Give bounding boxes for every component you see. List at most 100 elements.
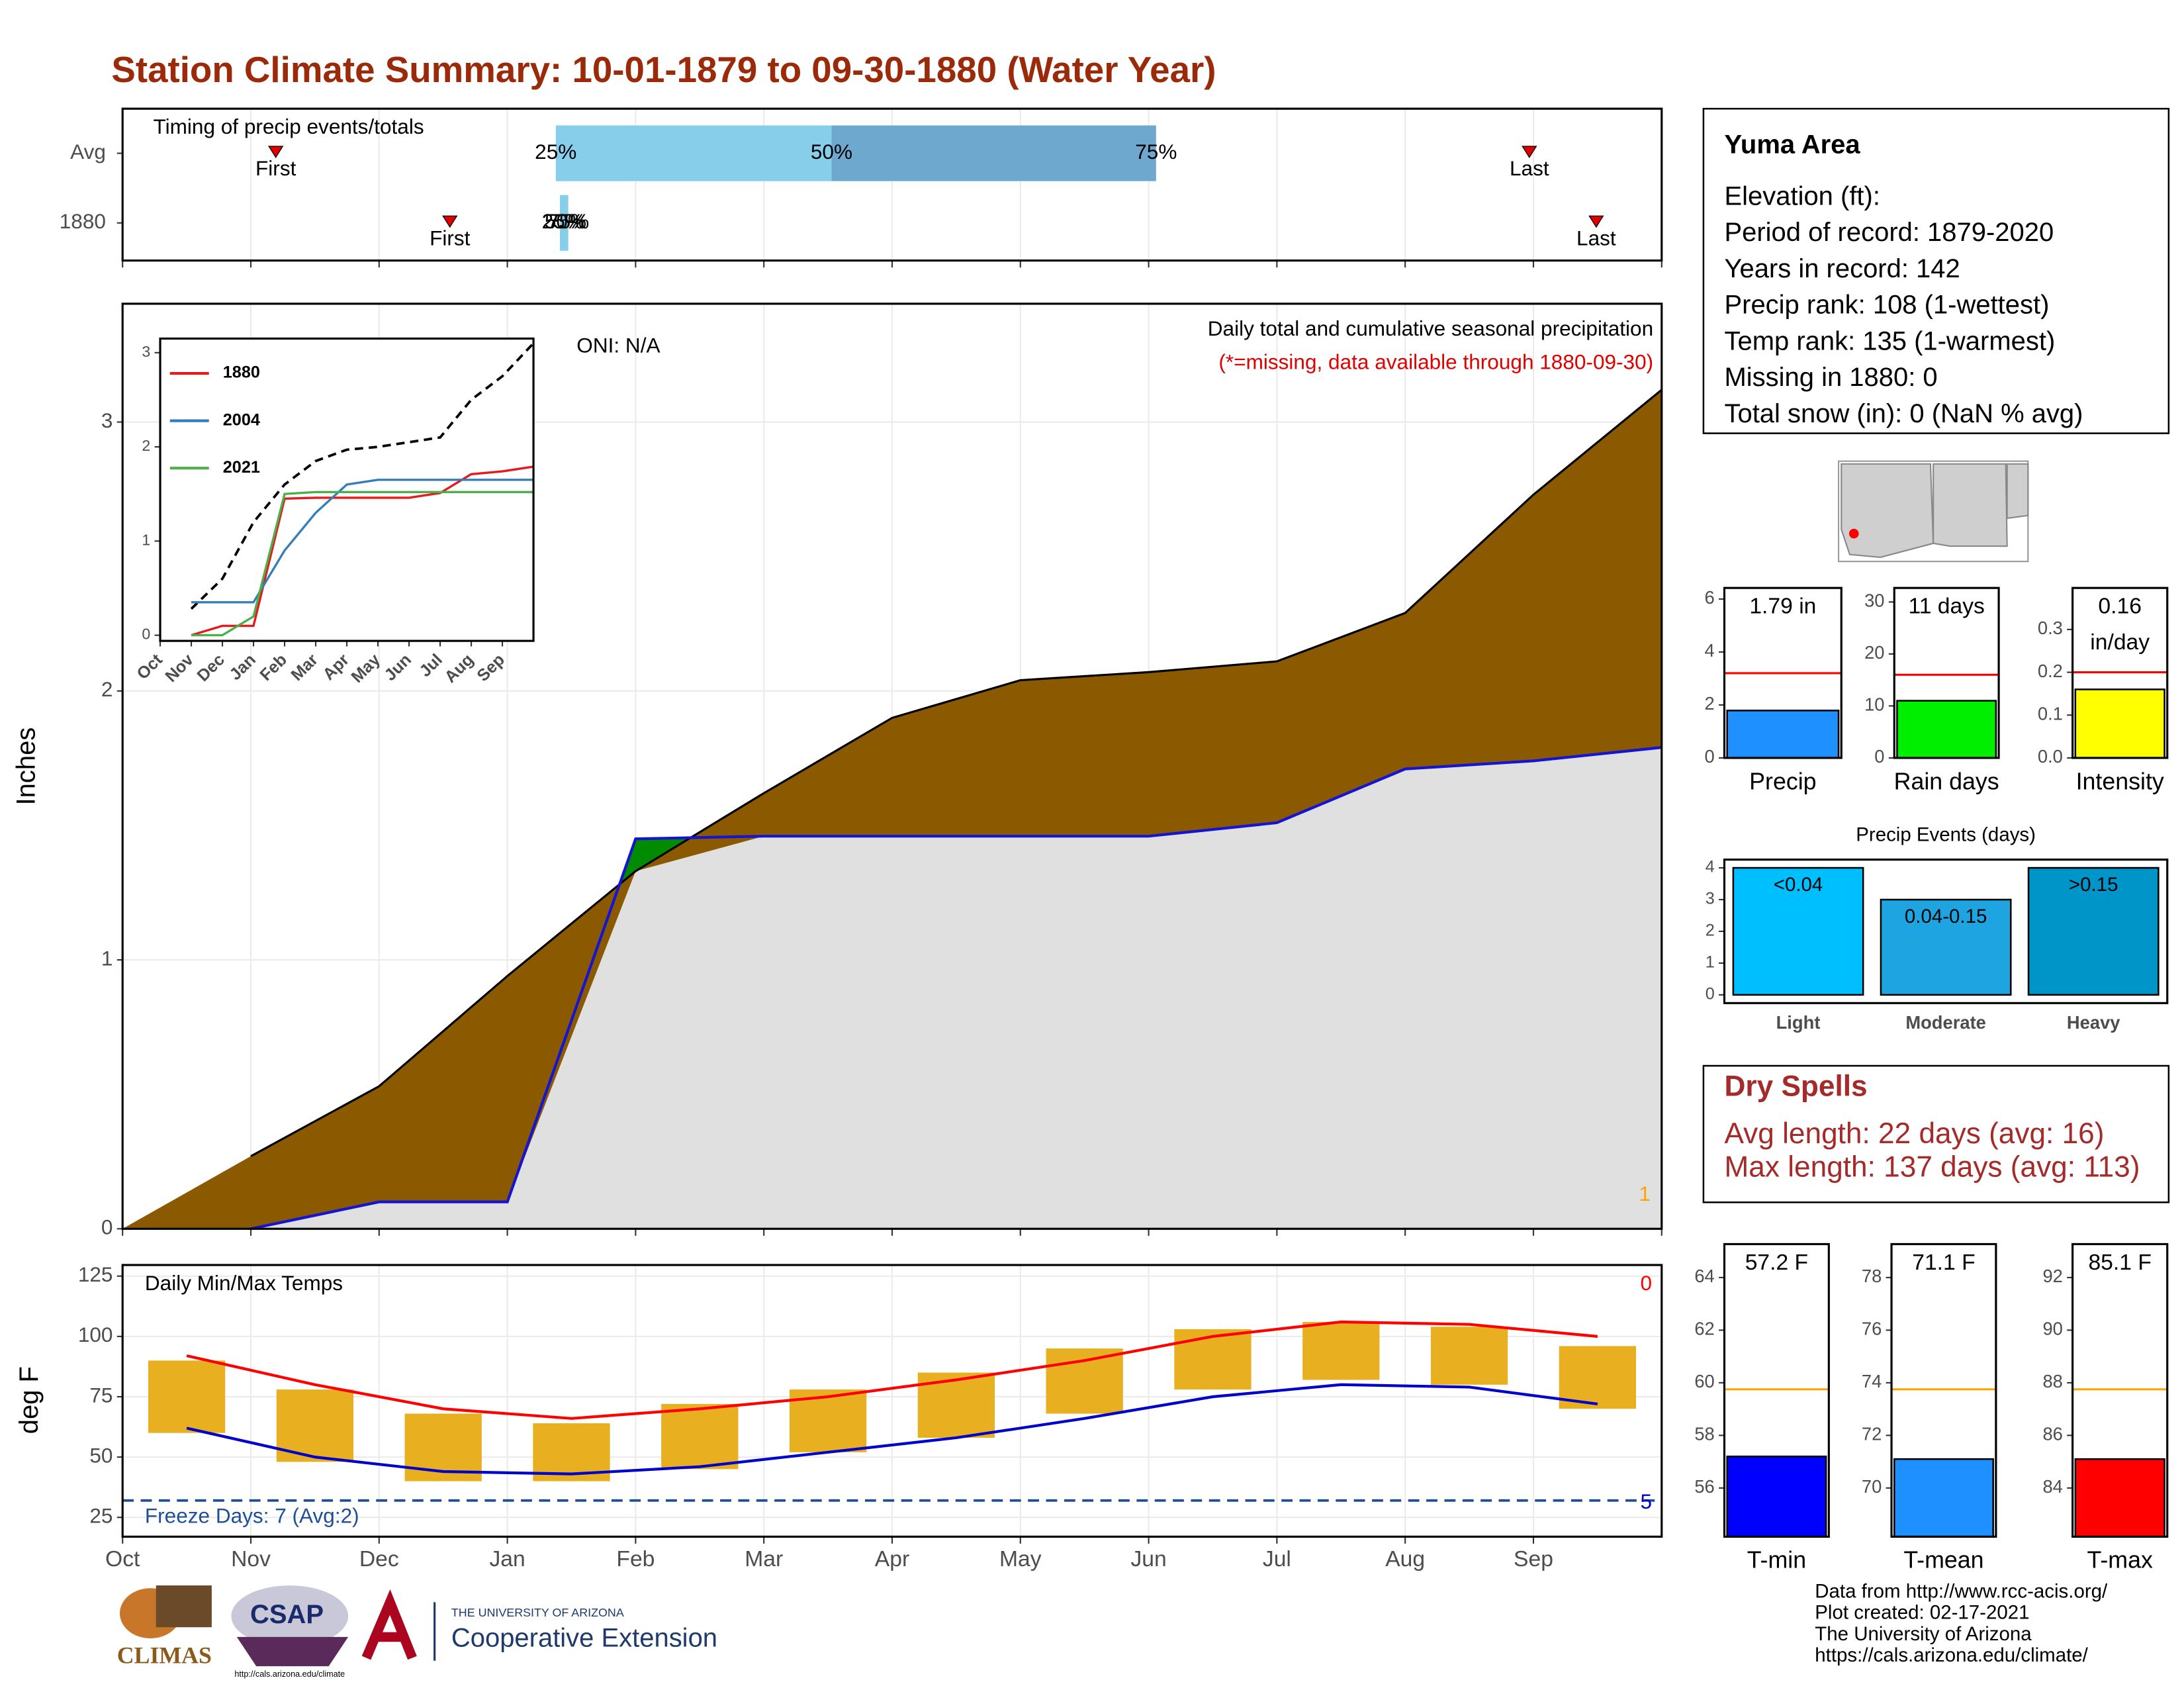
x-tick-label: Jul xyxy=(1263,1547,1291,1571)
percentile-bar xyxy=(831,125,1156,181)
y-tick-label: 1 xyxy=(101,946,113,970)
y-tick-label: 88 xyxy=(2042,1371,2062,1391)
percentile-bar xyxy=(555,125,832,181)
temp-range-bar xyxy=(276,1389,354,1462)
csap-logo xyxy=(231,1585,349,1647)
category-label: T-min xyxy=(1747,1547,1806,1573)
logo-text: CSAP xyxy=(250,1600,324,1629)
plot-frame xyxy=(1723,1243,1830,1538)
info-line: Total snow (in): 0 (NaN % avg) xyxy=(1724,399,2083,428)
x-tick-label: Heavy xyxy=(2067,1012,2120,1033)
category-label: Precip xyxy=(1749,768,1816,794)
info-box xyxy=(1702,107,2170,434)
observed-cumulative-line xyxy=(250,746,1662,1231)
event-marker xyxy=(442,215,458,228)
x-tick-label: Moderate xyxy=(1905,1012,1986,1033)
y-tick-label: 1 xyxy=(142,531,150,548)
x-tick-label: Nov xyxy=(231,1547,271,1571)
value-label: 11 days xyxy=(1908,594,1984,619)
y-tick-label: 0.0 xyxy=(2038,746,2063,767)
logo-text: THE UNIVERSITY OF ARIZONA xyxy=(451,1606,624,1619)
y-tick-label: 62 xyxy=(1694,1319,1714,1339)
y-axis-label: deg F xyxy=(15,1366,44,1434)
credit-line: Data from http://www.rcc-acis.org/ xyxy=(1815,1580,2108,1602)
x-tick-label: Mar xyxy=(745,1547,783,1571)
credit-line: https://cals.arizona.edu/climate/ xyxy=(1815,1644,2088,1666)
credits: Data from http://www.rcc-acis.org/Plot c… xyxy=(1815,1580,2108,1666)
percentile-label: 50% xyxy=(545,209,586,233)
y-tick-label: 6 xyxy=(1705,587,1715,608)
row-label: Avg xyxy=(70,140,106,164)
y-tick-label: 0.3 xyxy=(2038,618,2063,638)
plot-frame xyxy=(1890,1243,1997,1538)
event-marker xyxy=(268,146,284,159)
y-tick-label: 2 xyxy=(1705,693,1715,714)
y-tick-label: 76 xyxy=(1862,1319,1882,1339)
normal-temp-line xyxy=(186,1320,1598,1420)
bar xyxy=(1880,898,2012,996)
logo-text: CLIMAS xyxy=(117,1642,212,1669)
bar-label: >0.15 xyxy=(2069,874,2118,896)
annotation: 0 xyxy=(1640,1271,1652,1295)
row-label: 1880 xyxy=(60,209,106,233)
y-tick-label: 74 xyxy=(1862,1371,1882,1391)
temp-range-bar xyxy=(1430,1327,1508,1385)
x-tick-label: Jan xyxy=(489,1547,525,1571)
y-tick-label: 0 xyxy=(101,1215,113,1239)
chart-title: Daily total and cumulative seasonal prec… xyxy=(1208,316,1653,340)
temp-range-bar xyxy=(1302,1322,1380,1380)
y-tick-label: 125 xyxy=(78,1262,113,1286)
plot-frame xyxy=(121,303,1663,1230)
dry-spells-title: Dry Spells xyxy=(1724,1070,1867,1102)
x-tick-label: Light xyxy=(1776,1012,1821,1033)
footer-logos: CLIMAS CSAP http://cals.arizona.edu/clim… xyxy=(117,1585,717,1679)
series-line xyxy=(191,479,534,604)
value-label: 0.16 xyxy=(2098,594,2142,619)
legend-label: 1880 xyxy=(223,363,260,382)
page-title: Station Climate Summary: 10-01-1879 to 0… xyxy=(111,49,1216,90)
event-marker xyxy=(1522,146,1537,159)
y-tick-label: 4 xyxy=(1705,640,1715,661)
value-unit: in/day xyxy=(2090,630,2150,655)
bar-label: <0.04 xyxy=(1774,874,1823,896)
info-line: Period of record: 1879-2020 xyxy=(1724,218,2054,247)
dry-spells-box xyxy=(1702,1064,2170,1203)
y-tick-label: 4 xyxy=(1706,858,1715,876)
y-tick-label: 20 xyxy=(1864,642,1884,663)
legend-label: 2021 xyxy=(223,458,260,477)
event-label: Last xyxy=(1510,156,1549,180)
y-tick-label: 1 xyxy=(1706,953,1715,972)
station-dot xyxy=(1848,528,1859,539)
bar-label: 0.04-0.15 xyxy=(1905,906,1987,927)
x-tick-label: May xyxy=(999,1547,1042,1571)
temp-range-bar xyxy=(1174,1329,1251,1390)
plot-frame xyxy=(1723,586,1843,759)
event-label: Last xyxy=(1576,226,1616,250)
info-title: Yuma Area xyxy=(1724,130,1860,160)
map-state xyxy=(1841,463,1934,558)
category-label: T-max xyxy=(2087,1547,2153,1573)
ua-logo xyxy=(361,1589,417,1660)
x-tick-label: Sep xyxy=(1514,1547,1553,1571)
chart-title: Precip Events (days) xyxy=(1856,824,2036,846)
bar xyxy=(1726,710,1840,759)
plot-background xyxy=(160,338,534,641)
info-lines: Elevation (ft): Period of record: 1879-20… xyxy=(1724,181,2083,428)
bar xyxy=(1896,700,1997,759)
y-tick-label: 10 xyxy=(1864,694,1884,715)
chart-title: Daily Min/Max Temps xyxy=(145,1271,343,1295)
percentile-bar xyxy=(560,195,569,251)
y-tick-label: 92 xyxy=(2042,1266,2062,1286)
y-tick-label: 2 xyxy=(101,677,113,701)
percentile-label: 50% xyxy=(811,140,852,164)
event-label: First xyxy=(430,226,471,250)
temp-range-bar xyxy=(148,1360,226,1433)
map-state xyxy=(2006,463,2029,520)
y-tick-label: 84 xyxy=(2042,1476,2062,1497)
credit-line: The University of Arizona xyxy=(1815,1623,2032,1645)
y-tick-label: 0 xyxy=(1874,746,1884,767)
percentile-label: 25% xyxy=(535,140,576,164)
bar xyxy=(2074,1458,2165,1538)
series-line xyxy=(191,465,534,637)
